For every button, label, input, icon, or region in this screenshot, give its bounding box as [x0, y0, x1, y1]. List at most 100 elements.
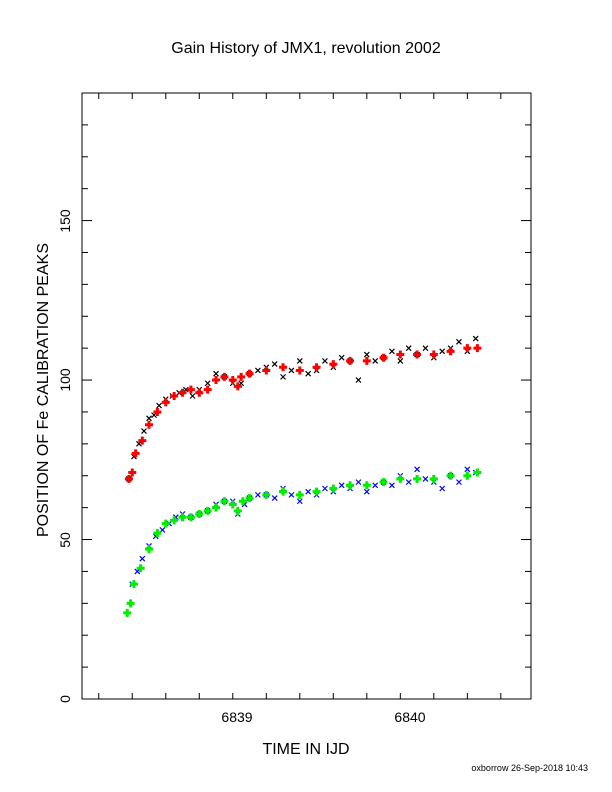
- data-point-series-3: [233, 506, 242, 515]
- data-point-series-3: [362, 481, 371, 490]
- data-point-series-0: [338, 354, 345, 361]
- data-point-series-3: [329, 484, 338, 493]
- data-point-series-1: [379, 353, 388, 362]
- data-point-series-3: [312, 487, 321, 496]
- data-point-series-0: [322, 357, 328, 364]
- y-tick-label-0: 0: [57, 695, 73, 703]
- data-point-series-3: [262, 490, 271, 499]
- data-point-series-3: [203, 506, 212, 515]
- data-point-series-3: [473, 468, 482, 477]
- data-point-series-0: [372, 357, 379, 364]
- data-point-series-1: [153, 407, 162, 416]
- data-point-series-1: [446, 347, 455, 356]
- data-point-series-1: [279, 363, 288, 372]
- data-point-series-1: [463, 344, 472, 353]
- data-point-series-0: [141, 428, 147, 435]
- data-point-series-2: [296, 498, 303, 505]
- data-point-series-1: [312, 363, 321, 372]
- data-point-series-2: [372, 482, 379, 489]
- y-tick-label-50: 50: [57, 532, 73, 548]
- data-point-series-1: [128, 468, 137, 477]
- data-point-series-1: [473, 344, 482, 353]
- data-point-series-3: [129, 580, 138, 589]
- data-point-series-2: [355, 479, 362, 486]
- data-point-series-3: [245, 494, 254, 503]
- data-point-series-2: [305, 488, 312, 495]
- data-point-series-1: [161, 398, 170, 407]
- data-point-series-3: [153, 529, 162, 538]
- data-point-series-3: [279, 487, 288, 496]
- data-point-series-3: [463, 471, 472, 480]
- data-point-series-2: [159, 527, 166, 533]
- data-point-series-0: [422, 345, 429, 352]
- data-point-series-0: [305, 370, 312, 377]
- x-tick-label-6839: 6839: [221, 709, 252, 725]
- data-point-series-3: [136, 564, 145, 573]
- data-point-series-3: [126, 599, 135, 608]
- data-point-series-1: [138, 436, 147, 445]
- data-point-series-3: [178, 513, 187, 522]
- data-marks: [123, 335, 482, 617]
- data-point-series-0: [355, 377, 362, 383]
- data-point-series-1: [203, 385, 212, 394]
- data-point-series-0: [156, 402, 162, 409]
- data-point-series-0: [389, 348, 395, 355]
- data-point-series-3: [212, 503, 221, 512]
- data-point-series-1: [195, 388, 204, 397]
- data-point-series-3: [413, 474, 422, 483]
- data-point-series-1: [145, 420, 154, 429]
- data-point-series-3: [220, 497, 229, 506]
- data-point-series-3: [346, 481, 355, 490]
- x-axis-label: TIME IN IJD: [262, 741, 349, 758]
- data-point-series-1: [228, 376, 237, 385]
- data-point-series-3: [186, 513, 195, 522]
- data-point-series-2: [139, 555, 146, 562]
- data-point-series-1: [346, 356, 355, 365]
- data-point-series-3: [295, 490, 304, 499]
- data-point-series-2: [271, 495, 278, 501]
- data-point-series-3: [228, 500, 237, 509]
- data-point-series-1: [220, 372, 229, 381]
- data-point-series-1: [170, 392, 179, 400]
- data-point-series-0: [280, 373, 286, 380]
- data-point-series-2: [414, 466, 420, 473]
- data-point-series-2: [422, 476, 429, 482]
- data-point-series-1: [295, 366, 304, 375]
- data-point-series-3: [123, 608, 132, 617]
- axis-ticks: [82, 93, 531, 699]
- data-point-series-0: [151, 412, 157, 419]
- data-point-series-2: [134, 568, 141, 575]
- data-point-series-3: [429, 474, 438, 483]
- data-point-series-0: [456, 338, 462, 345]
- data-point-series-3: [379, 478, 388, 487]
- data-point-series-1: [396, 350, 405, 359]
- plot-frame: [81, 92, 532, 700]
- data-point-series-0: [271, 361, 278, 368]
- data-point-series-2: [338, 482, 345, 489]
- data-point-series-0: [238, 380, 245, 387]
- data-point-series-0: [254, 367, 261, 374]
- data-point-series-2: [464, 466, 471, 473]
- data-point-series-0: [213, 370, 219, 377]
- footer-stamp: oxborrow 26-Sep-2018 10:43: [471, 763, 588, 773]
- data-point-series-3: [170, 516, 179, 525]
- data-point-series-0: [363, 351, 370, 358]
- data-point-series-0: [204, 380, 211, 387]
- data-point-series-0: [296, 357, 303, 364]
- y-axis-label: POSITION OF Fe CALIBRATION PEAKS: [35, 243, 52, 537]
- data-point-series-0: [439, 348, 446, 355]
- y-tick-label-100: 100: [57, 368, 73, 392]
- data-point-series-2: [405, 479, 412, 486]
- data-point-series-0: [397, 357, 404, 364]
- data-point-series-2: [389, 482, 395, 489]
- data-point-series-0: [146, 415, 152, 422]
- data-point-series-3: [238, 497, 247, 506]
- data-point-series-1: [237, 372, 246, 381]
- data-point-series-3: [396, 474, 405, 483]
- data-point-series-2: [456, 479, 462, 486]
- chart-title: Gain History of JMX1, revolution 2002: [171, 40, 441, 57]
- data-point-series-1: [212, 376, 221, 385]
- y-tick-label-150: 150: [57, 209, 73, 233]
- data-point-series-1: [124, 474, 133, 483]
